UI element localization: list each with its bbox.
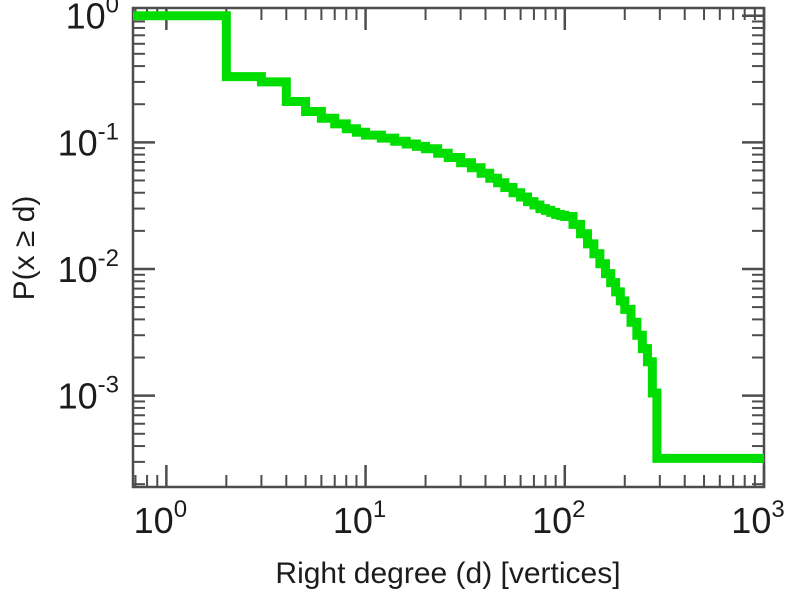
y-axis-tick-labels: 100 10-1 10-2 10-3 (58, 0, 119, 417)
y-tick-label-2: 10-2 (58, 245, 119, 290)
y-tick-label-1: 10-1 (58, 118, 119, 163)
x-axis-major-ticks (165, 8, 766, 487)
x-axis-tick-labels: 100 101 102 103 (134, 496, 785, 541)
x-tick-label-0: 100 (134, 496, 187, 541)
x-tick-label-3: 103 (731, 496, 784, 541)
series-line-right-degree-ccdf (133, 11, 764, 463)
plot-frame (131, 6, 766, 489)
y-tick-label-3: 10-3 (58, 372, 119, 417)
y-tick-label-0: 100 (66, 0, 119, 37)
x-tick-label-2: 102 (532, 496, 585, 541)
x-axis-label: Right degree (d) [vertices] (275, 557, 620, 590)
y-axis-minor-ticks (133, 20, 764, 486)
y-axis-label: P(x ≥ d) (8, 196, 41, 301)
x-tick-label-1: 101 (333, 496, 386, 541)
data-series-layer (133, 11, 764, 463)
